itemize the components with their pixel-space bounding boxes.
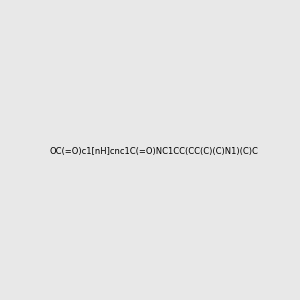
Text: OC(=O)c1[nH]cnc1C(=O)NC1CC(CC(C)(C)N1)(C)C: OC(=O)c1[nH]cnc1C(=O)NC1CC(CC(C)(C)N1)(C… xyxy=(49,147,258,156)
